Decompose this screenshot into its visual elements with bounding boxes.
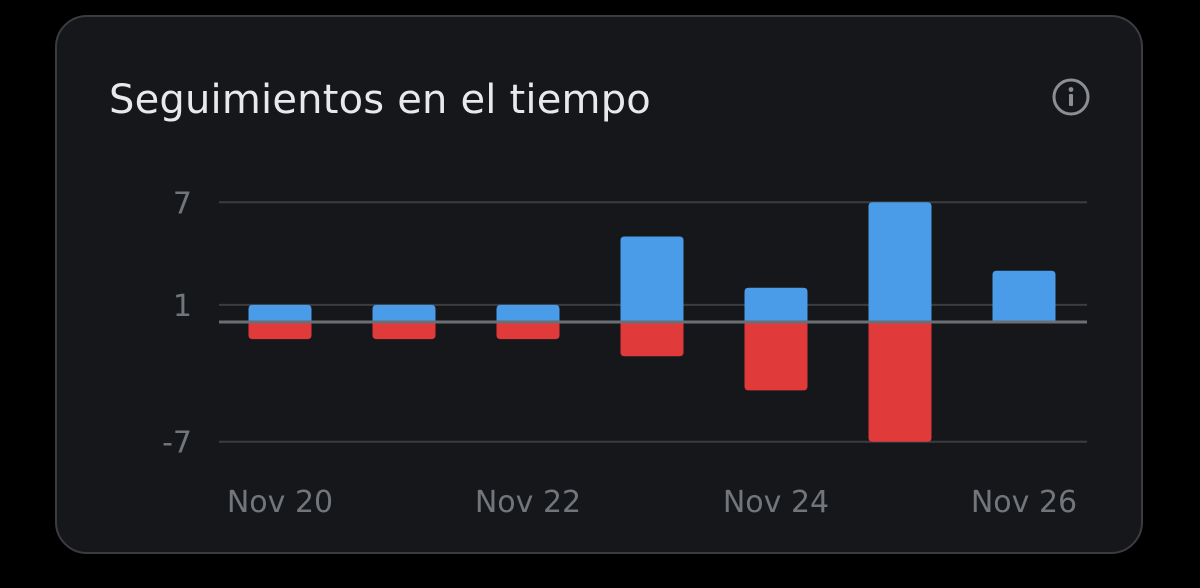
y-tick-label: 1 (173, 289, 192, 324)
follows-bar (496, 304, 560, 322)
unfollows-bar (744, 322, 808, 391)
follows-bar (992, 270, 1056, 322)
follows-bar (868, 202, 932, 322)
unfollows-bar (620, 322, 684, 357)
x-tick-label: Nov 22 (475, 485, 581, 520)
unfollows-bar (248, 322, 312, 340)
follows-bar (372, 304, 436, 322)
x-tick-label: Nov 20 (227, 485, 333, 520)
unfollows-bar (496, 322, 560, 340)
unfollows-bar (868, 322, 932, 442)
follows-bar (620, 236, 684, 322)
follows-bar (744, 287, 808, 322)
x-tick-label: Nov 26 (971, 485, 1077, 520)
followers-over-time-card: Seguimientos en el tiempo 7 1 -7 Nov 20 Nov … (55, 15, 1143, 554)
x-tick-label: Nov 24 (723, 485, 829, 520)
follows-bar (248, 304, 312, 322)
bar-chart: 7 1 -7 Nov 20 Nov 22 Nov 24 Nov 26 (162, 186, 1087, 520)
y-tick-label: -7 (162, 426, 192, 461)
info-circle-icon[interactable] (1051, 77, 1091, 117)
unfollows-bar (372, 322, 436, 340)
card-title: Seguimientos en el tiempo (109, 77, 651, 123)
y-tick-label: 7 (173, 186, 192, 221)
